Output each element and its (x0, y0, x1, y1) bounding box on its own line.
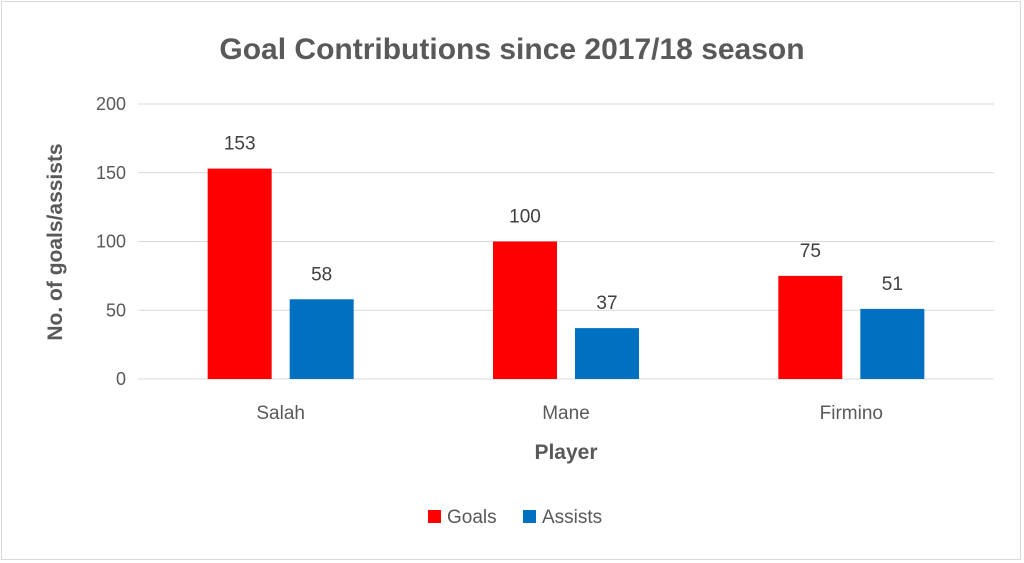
bar-goals-mane (493, 241, 557, 379)
data-labels: 153 58 100 37 75 51 (224, 134, 903, 315)
bar-assists-mane (575, 328, 639, 379)
bar-assists-salah (289, 299, 354, 379)
x-axis-title: Player (534, 441, 597, 464)
legend-label-assists: Assists (542, 507, 602, 528)
bar-goals-firmino (778, 275, 843, 379)
y-tick-label: 150 (96, 163, 126, 183)
y-tick-label: 0 (116, 369, 126, 389)
bar-assists-firmino (860, 308, 925, 379)
y-axis-title: No. of goals/assists (44, 143, 67, 340)
legend-swatch-goals (428, 510, 441, 523)
x-axis-categories: Salah Mane Firmino (256, 403, 883, 424)
x-category-label: Salah (256, 403, 305, 424)
legend-swatch-assists (523, 510, 536, 523)
data-label: 58 (311, 264, 332, 285)
data-label: 75 (800, 241, 821, 262)
x-category-label: Mane (542, 403, 590, 424)
data-label: 100 (509, 207, 541, 228)
y-axis-ticks: 0 50 100 150 200 (96, 94, 126, 389)
data-label: 37 (596, 293, 617, 314)
y-tick-label: 100 (96, 232, 126, 252)
legend-label-goals: Goals (447, 507, 497, 528)
y-tick-label: 50 (106, 300, 126, 320)
y-tick-label: 200 (96, 94, 126, 114)
bars (207, 168, 925, 379)
x-category-label: Firmino (820, 403, 883, 424)
data-label: 153 (224, 134, 256, 155)
data-label: 51 (882, 274, 903, 295)
chart-title: Goal Contributions since 2017/18 season (219, 33, 804, 66)
legend: Goals Assists (428, 507, 602, 528)
gridlines (138, 103, 994, 380)
bar-goals-salah (207, 168, 272, 379)
